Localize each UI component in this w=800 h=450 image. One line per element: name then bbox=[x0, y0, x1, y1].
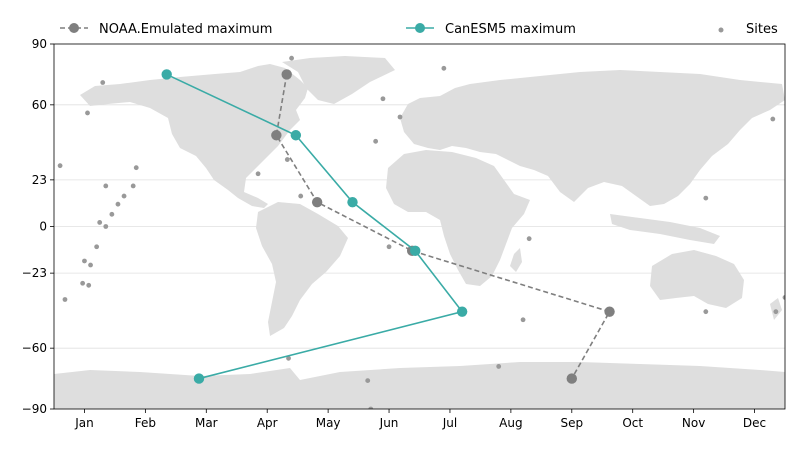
site-point bbox=[703, 309, 709, 315]
x-tick-label: Feb bbox=[135, 416, 156, 430]
x-tick-label: Aug bbox=[499, 416, 522, 430]
series-point-noaa bbox=[311, 196, 323, 208]
y-tick-label: −90 bbox=[22, 402, 47, 416]
series-point-canesm bbox=[410, 245, 421, 257]
x-tick-label: Jul bbox=[442, 416, 457, 430]
landmass-north-america bbox=[80, 64, 308, 208]
site-point bbox=[397, 114, 403, 120]
site-point bbox=[782, 295, 785, 300]
landmass-madagascar bbox=[510, 248, 522, 272]
x-tick-label: Sep bbox=[560, 416, 583, 430]
series-point-canesm bbox=[347, 196, 358, 208]
series-point-canesm bbox=[290, 130, 302, 141]
site-point bbox=[115, 201, 121, 207]
legend-entry-noaa: NOAA.Emulated maximum bbox=[60, 22, 272, 37]
sites-layer bbox=[57, 55, 785, 409]
x-tick-label: Dec bbox=[743, 416, 766, 430]
site-point bbox=[373, 138, 379, 144]
site-point bbox=[109, 211, 115, 217]
legend-entry-sites: Sites bbox=[718, 22, 778, 37]
site-point bbox=[770, 116, 776, 122]
site-point bbox=[100, 80, 106, 85]
x-axis: Jan Feb Mar Apr May Jun Jul Aug Sep Oct Nov Dec bbox=[74, 409, 766, 430]
site-point bbox=[103, 183, 109, 189]
x-tick-label: Oct bbox=[622, 416, 643, 430]
site-point bbox=[286, 355, 291, 361]
x-tick-label: Jun bbox=[379, 416, 399, 430]
legend: NOAA.Emulated maximum CanESM5 maximum Si… bbox=[60, 22, 778, 37]
site-point bbox=[365, 378, 371, 384]
site-point bbox=[85, 110, 90, 116]
legend-label-canesm: CanESM5 maximum bbox=[445, 22, 576, 37]
x-tick-label: May bbox=[316, 416, 341, 430]
series-point-canesm bbox=[193, 373, 205, 384]
landmass-south-america bbox=[256, 202, 348, 336]
legend-label-sites: Sites bbox=[746, 22, 778, 37]
site-point bbox=[133, 165, 139, 171]
x-tick-label: Apr bbox=[257, 416, 278, 430]
x-tick-label: Nov bbox=[682, 416, 705, 430]
landmass-greenland bbox=[282, 56, 395, 104]
landmass-africa bbox=[386, 150, 530, 286]
y-axis: 90 60 23 0 −23 −60 −90 bbox=[22, 37, 54, 416]
site-point bbox=[703, 195, 709, 201]
landmass-maritime-asia bbox=[610, 214, 720, 244]
site-point bbox=[520, 317, 526, 323]
site-point bbox=[82, 258, 87, 264]
site-point bbox=[57, 163, 63, 169]
x-tick-label: Mar bbox=[195, 416, 218, 430]
site-point bbox=[773, 309, 779, 315]
site-point bbox=[88, 262, 93, 268]
y-tick-label: 90 bbox=[32, 37, 47, 51]
series-layer bbox=[161, 69, 615, 384]
site-point bbox=[441, 65, 447, 71]
landmass-eurasia bbox=[400, 70, 785, 206]
site-point bbox=[80, 280, 86, 286]
site-point bbox=[121, 193, 127, 199]
site-point bbox=[103, 224, 109, 229]
site-point bbox=[298, 193, 304, 199]
series-point-noaa bbox=[271, 130, 282, 141]
site-point bbox=[255, 171, 261, 177]
site-point bbox=[496, 364, 502, 369]
y-tick-label: 0 bbox=[39, 220, 47, 234]
site-point bbox=[284, 157, 290, 162]
site-point bbox=[380, 96, 386, 102]
landmass-antarctica bbox=[54, 362, 785, 409]
site-point bbox=[86, 282, 92, 288]
series-point-noaa bbox=[281, 69, 292, 80]
y-tick-label: 60 bbox=[32, 98, 47, 112]
series-line-canesm bbox=[166, 73, 464, 380]
series-point-noaa bbox=[604, 306, 615, 317]
site-point bbox=[130, 183, 136, 189]
legend-entry-canesm: CanESM5 maximum bbox=[406, 22, 576, 37]
world-map-background bbox=[54, 56, 785, 409]
series-point-noaa bbox=[566, 373, 577, 384]
site-point bbox=[368, 406, 374, 409]
series-point-canesm bbox=[161, 69, 172, 80]
landmass-australia bbox=[650, 250, 744, 308]
series-point-canesm bbox=[456, 306, 468, 317]
landmass-new-zealand bbox=[770, 298, 782, 320]
site-point bbox=[62, 297, 68, 302]
site-point bbox=[94, 244, 100, 250]
site-point bbox=[526, 236, 532, 242]
site-point bbox=[386, 244, 392, 250]
y-tick-label: −23 bbox=[22, 266, 47, 280]
legend-label-noaa: NOAA.Emulated maximum bbox=[99, 22, 272, 37]
site-point bbox=[289, 55, 294, 61]
series-line-noaa bbox=[275, 74, 611, 379]
y-tick-label: −60 bbox=[22, 341, 47, 355]
site-point bbox=[97, 220, 103, 225]
y-tick-label: 23 bbox=[32, 173, 47, 187]
x-tick-label: Jan bbox=[74, 416, 94, 430]
